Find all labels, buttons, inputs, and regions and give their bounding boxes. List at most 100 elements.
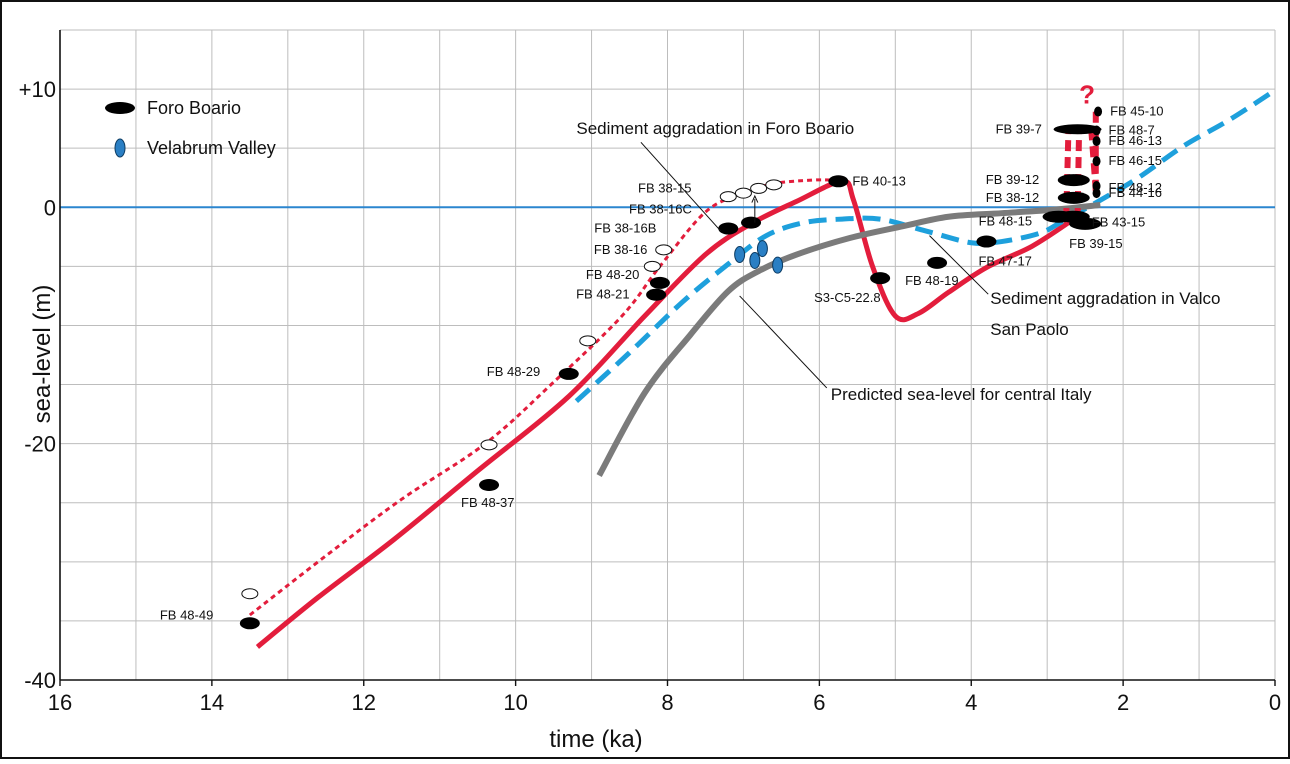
x-tick-label: 8 [661,690,673,715]
open-sample-marker [750,182,768,194]
open-sample-marker [765,179,783,191]
open-sample-marker [719,191,737,203]
foro-sample-marker [1057,174,1090,187]
sample-label: FB 48-49 [160,607,213,622]
x-tick-label: 0 [1269,690,1281,715]
annotation-text: Predicted sea-level for central Italy [831,385,1092,404]
sample-label: FB 38-16B [594,221,656,236]
x-axis-label: time (ka) [549,726,642,753]
sample-label: FB 40-13 [852,173,905,188]
annotation-text: Sediment aggradation in Foro Boario [576,119,854,138]
x-tick-label: 10 [503,690,527,715]
foro-sample-marker [1092,125,1101,136]
x-tick-label: 2 [1117,690,1129,715]
foro-sample-marker [1053,124,1102,135]
legend-label: Foro Boario [147,98,241,118]
velabrum-sample-marker [734,246,746,264]
foro-sample-marker [649,276,670,289]
foro-sample-marker [1094,106,1103,117]
sample-label: S3-C5-22.8 [814,290,880,305]
sample-label: FB 48-12 [1109,180,1162,195]
sample-label: FB 47-17 [978,254,1031,269]
sample-markers [239,106,1103,630]
y-tick-label: -20 [24,432,56,457]
foro-sample-marker [1092,136,1101,147]
foro-sample-marker [1092,156,1101,167]
y-tick-label: -40 [24,668,56,693]
foro-sample-marker [479,479,500,491]
legend-marker-foro [105,102,135,114]
legend-marker-velabrum [114,138,126,158]
open-sample-marker [655,244,673,256]
y-tick-labels: +10 0 -20 -40 [19,77,56,693]
foro-sample-marker [741,216,762,229]
annotation-pointer [640,141,722,232]
open-sample-marker [579,335,597,347]
x-tick-label: 6 [813,690,825,715]
x-tick-label: 4 [965,690,977,715]
arrow-up-icon [751,194,759,203]
series-segment [1074,129,1083,220]
foro-sample-marker [1092,181,1101,191]
velabrum-sample-marker [756,240,768,258]
x-tick-label: 14 [200,690,224,715]
open-sample-marker [241,588,259,600]
foro-sample-marker [927,256,948,269]
sample-label: FB 38-16C [629,202,692,217]
sample-label: FB 48-29 [487,364,540,379]
foro-sample-marker [1057,191,1090,204]
sample-label: FB 46-15 [1109,153,1162,168]
annotation-text: San Paolo [990,320,1068,339]
legend: Foro Boario Velabrum Valley [105,98,276,158]
sample-label: FB 39-15 [1069,236,1122,251]
sample-label: FB 45-10 [1110,104,1163,119]
sample-label: FB 46-13 [1109,133,1162,148]
sample-label: FB 38-16 [594,242,647,257]
foro-sample-marker [1057,210,1090,223]
velabrum-sample-marker [772,256,784,274]
annotations: Sediment aggradation in Foro Boario Sedim… [576,79,1220,404]
y-tick-label: 0 [44,195,56,220]
y-tick-label: +10 [19,77,56,102]
series-line-4 [596,201,1101,477]
sample-label: FB 38-15 [638,181,691,196]
x-tick-label: 12 [352,690,376,715]
sample-label: FB 39-7 [996,121,1042,136]
velabrum-sample-marker [749,251,761,269]
foro-sample-marker [646,288,667,301]
sample-label: FB 48-15 [979,214,1032,229]
question-mark: ? [1079,79,1095,109]
x-tick-labels: 16 14 12 10 8 6 4 2 0 [48,690,1281,715]
sample-label: FB 48-21 [576,287,629,302]
sample-label: FB 48-20 [586,267,639,282]
annotation-pointer [739,295,828,389]
foro-sample-marker [718,222,739,235]
open-sample-marker [480,439,498,451]
foro-sample-marker [976,235,997,248]
sample-labels: FB 48-49 FB 48-37 FB 48-29 FB 48-21 FB 48-20… [160,104,1164,623]
y-axis-label: sea-level (m) [29,285,56,424]
x-tick-label: 16 [48,690,72,715]
foro-sample-marker [828,175,849,188]
series-segment [1063,129,1072,220]
sample-label: FB 39-12 [986,172,1039,187]
foro-sample-marker [239,617,260,630]
annotation-pointer [929,235,989,295]
open-sample-marker [643,260,661,272]
series-line-3 [574,88,1277,403]
foro-sample-marker [870,272,891,285]
series-line-1 [255,178,1076,649]
foro-sample-marker [558,367,579,380]
sample-label: FB 48-7 [1109,122,1155,137]
sample-label: FB 44-16 [1109,185,1162,200]
sample-label: FB 48-37 [461,495,514,510]
sample-label: FB 38-12 [986,190,1039,205]
annotation-text: Sediment aggradation in Valco [990,289,1220,308]
foro-sample-marker [1092,188,1101,199]
sample-label: FB 48-19 [905,273,958,288]
sample-label: FB 43-15 [1092,215,1145,230]
legend-label: Velabrum Valley [147,138,276,158]
open-sample-marker [734,187,752,199]
